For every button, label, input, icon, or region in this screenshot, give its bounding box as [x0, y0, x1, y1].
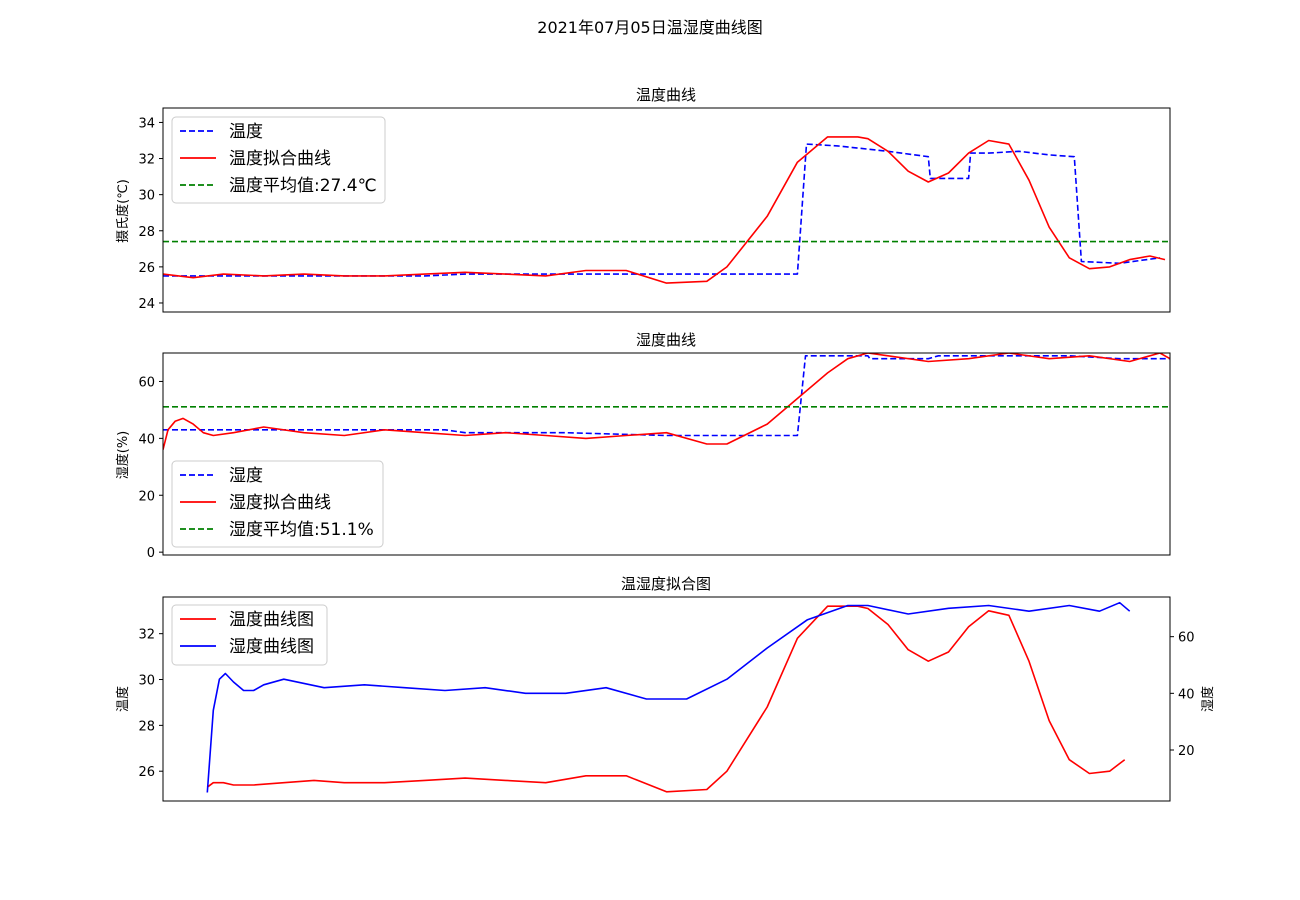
humidity-series-line-0 — [163, 354, 1170, 437]
humidity-y-axis-label: 湿度(%) — [115, 431, 131, 480]
temperature-y-tick-label-1: 26 — [138, 261, 155, 276]
humidity-panel-title: 湿度曲线 — [636, 331, 696, 349]
temperature-y-tick-label-3: 30 — [138, 189, 155, 204]
combined-panel-title: 温湿度拟合图 — [621, 575, 711, 593]
combined-left-y-axis-label: 温度 — [115, 686, 131, 712]
humidity-legend-box — [171, 460, 384, 548]
humidity-y-tick-label-1: 20 — [138, 489, 155, 504]
combined-y-tick-label-0: 26 — [138, 765, 155, 780]
combined-series-line-1 — [206, 601, 1131, 793]
temperature-series-line-1 — [163, 136, 1166, 284]
combined-legend-box — [171, 604, 328, 666]
humidity-series-line-1 — [163, 353, 1170, 450]
temperature-y-tick-label-2: 28 — [138, 225, 155, 240]
combined-y-tick-label-1: 28 — [138, 719, 155, 734]
combined-right-y-tick-label-0: 20 — [1178, 744, 1195, 759]
temperature-y-tick-label-5: 34 — [138, 116, 155, 131]
combined-series-line-0 — [206, 605, 1126, 793]
humidity-y-tick-label-2: 40 — [138, 432, 155, 447]
temperature-panel-title: 温度曲线 — [636, 86, 696, 104]
temperature-panel: 温度曲线 摄氏度(℃) 24 26 28 30 32 34 温度温度拟合曲线温度平均值:27… — [115, 86, 1171, 313]
temperature-axes-frame — [162, 107, 1171, 313]
temperature-y-tick-label-0: 24 — [138, 297, 155, 312]
humidity-axes-frame — [162, 352, 1171, 556]
combined-axes-frame — [162, 596, 1171, 802]
temperature-legend-box — [171, 116, 386, 204]
humidity-legend-label-1: 湿度拟合曲线 — [229, 493, 331, 513]
combined-right-y-tick-label-1: 40 — [1178, 687, 1195, 702]
temperature-y-tick-label-4: 32 — [138, 153, 155, 168]
humidity-y-tick-label-3: 60 — [138, 375, 155, 390]
figure-title: 2021年07月05日温湿度曲线图 — [537, 18, 762, 37]
temperature-legend-label-2: 温度平均值:27.4℃ — [229, 176, 377, 196]
combined-right-y-axis-label: 湿度 — [1200, 686, 1216, 712]
combined-legend-label-0: 温度曲线图 — [229, 610, 314, 630]
temperature-legend-label-0: 温度 — [229, 122, 263, 142]
combined-right-y-tick-label-2: 60 — [1178, 631, 1195, 646]
combined-legend-label-1: 湿度曲线图 — [229, 637, 314, 657]
humidity-legend-label-0: 湿度 — [229, 466, 263, 486]
temperature-y-axis-label: 摄氏度(℃) — [115, 179, 131, 243]
combined-y-tick-label-3: 32 — [138, 628, 155, 643]
temperature-legend-label-1: 温度拟合曲线 — [229, 149, 331, 169]
humidity-legend-label-2: 湿度平均值:51.1% — [229, 520, 374, 540]
combined-y-tick-label-2: 30 — [138, 674, 155, 689]
humidity-y-tick-label-0: 0 — [147, 546, 155, 561]
